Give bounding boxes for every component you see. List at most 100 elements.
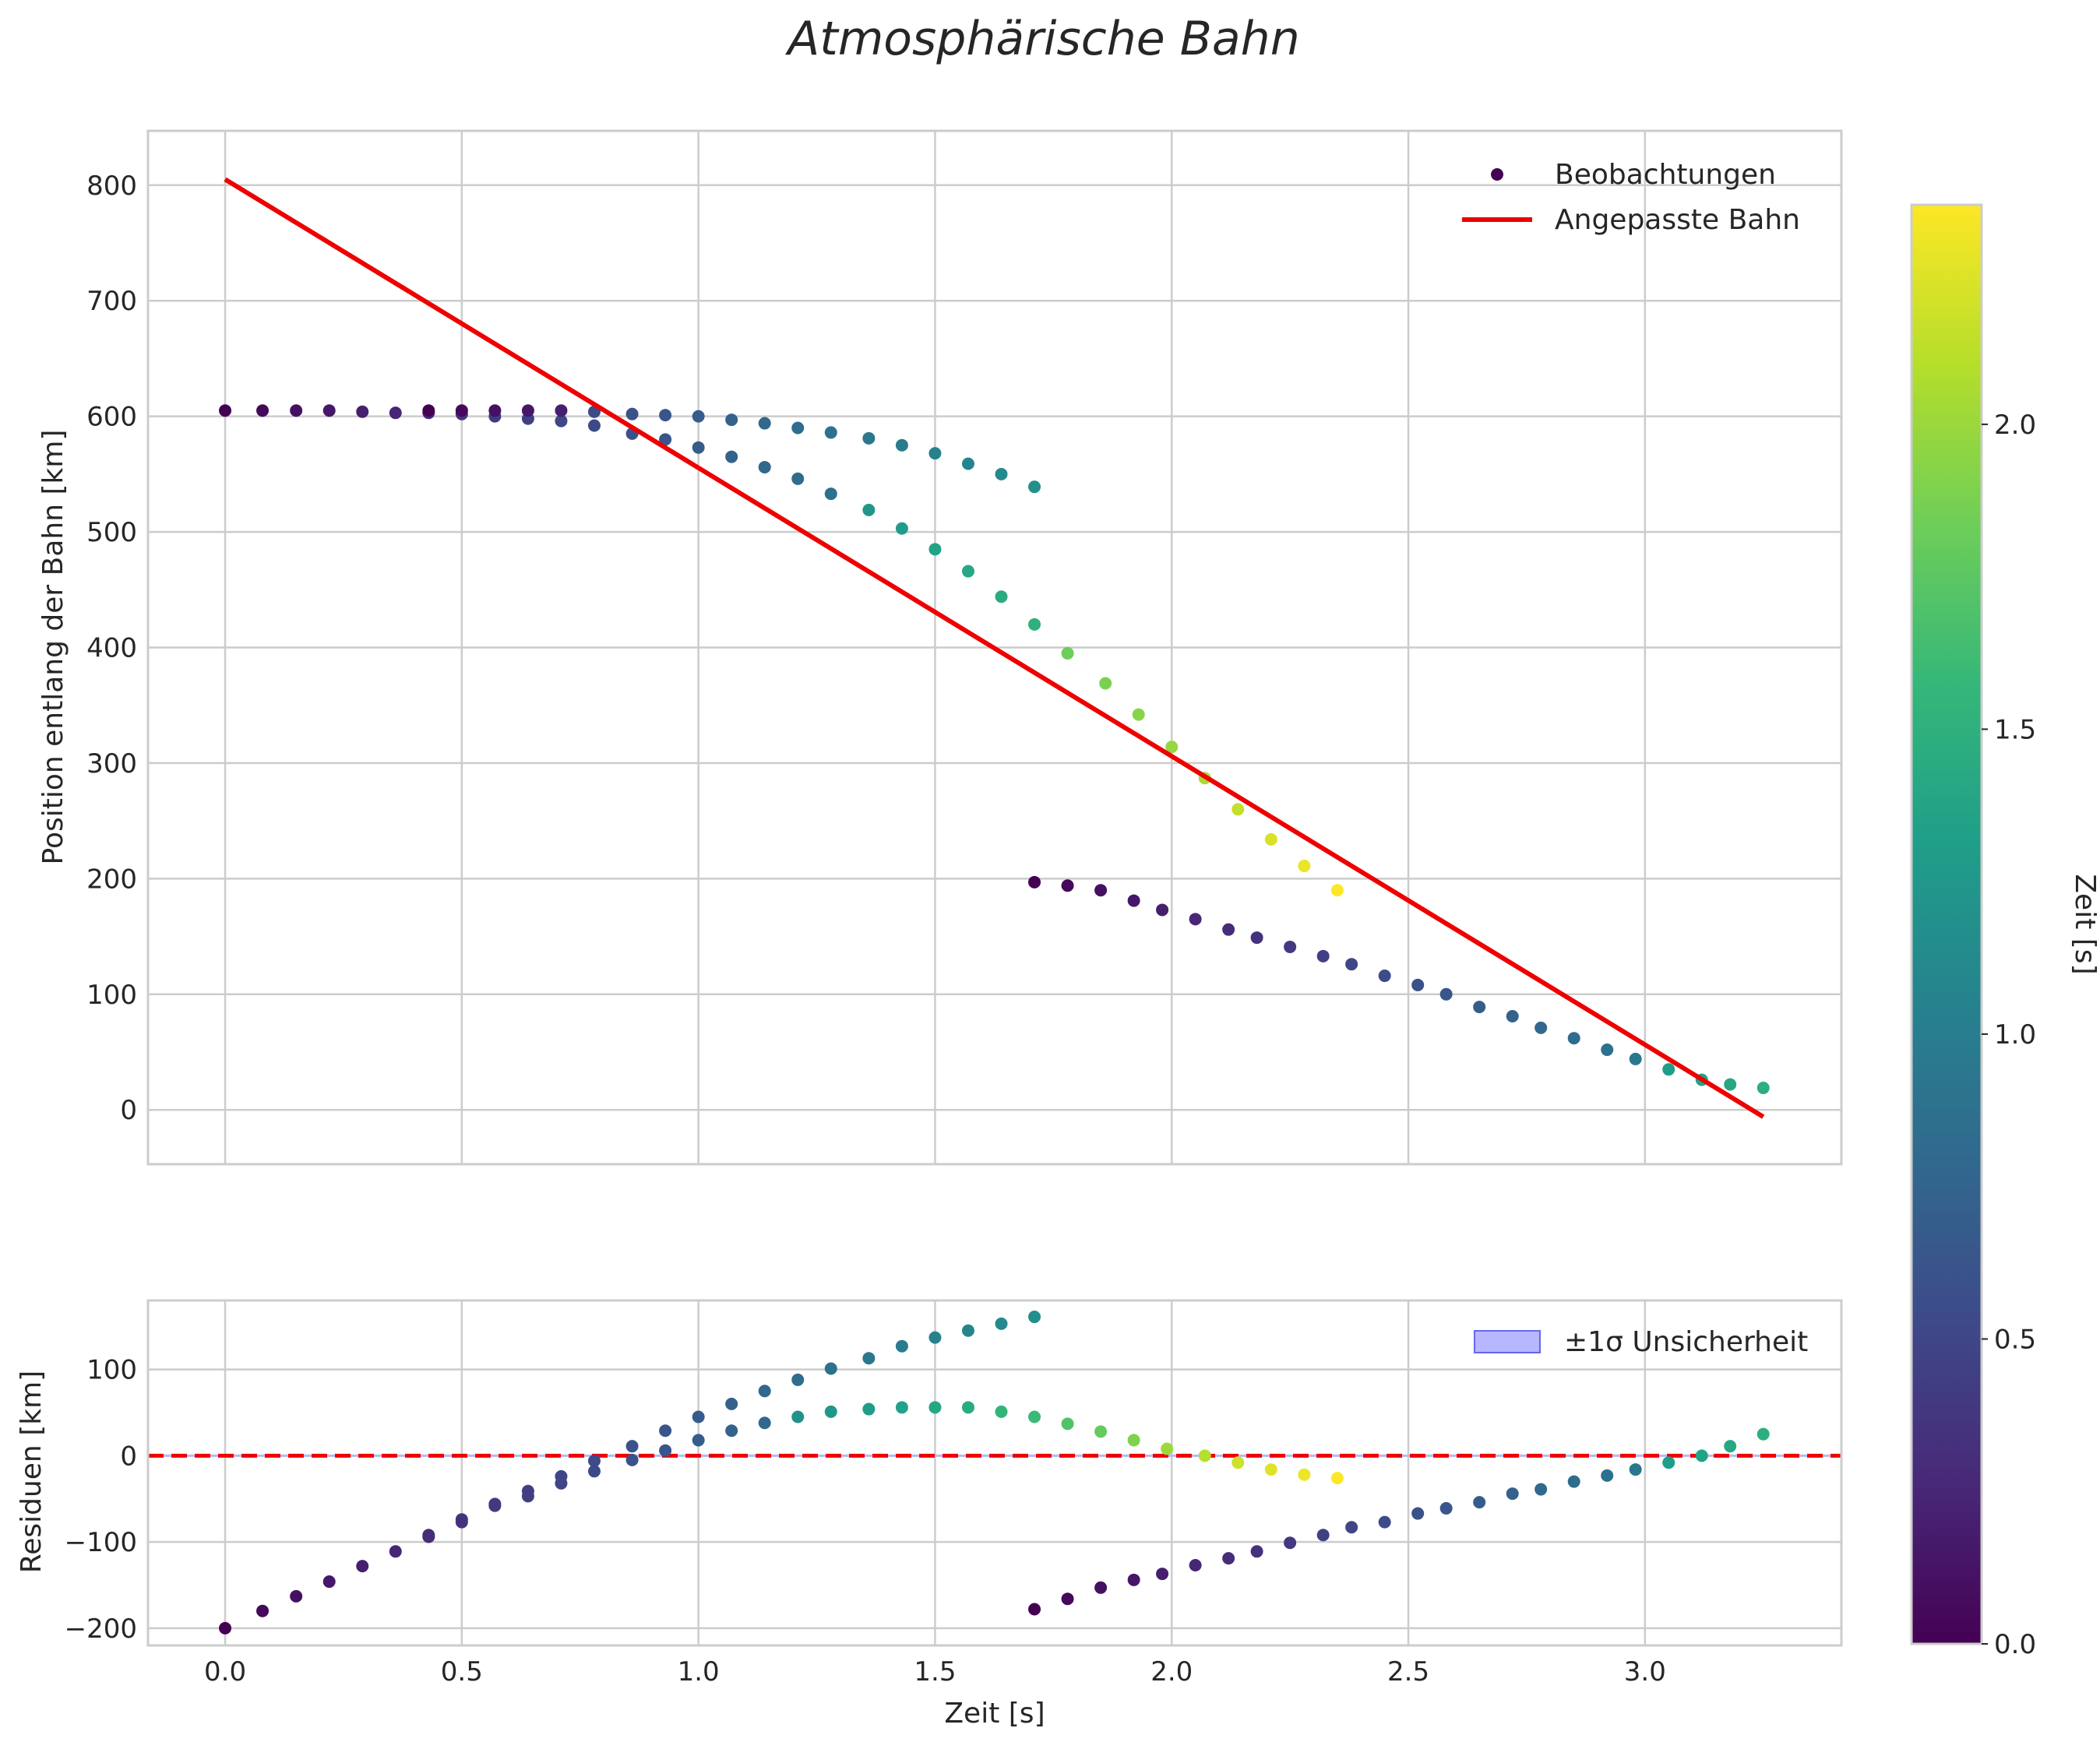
residual-point xyxy=(1061,1592,1074,1606)
residual-point xyxy=(1028,1603,1041,1616)
top-legend: Beobachtungen Angepasste Bahn xyxy=(1462,159,1800,236)
residual-point xyxy=(625,1440,639,1453)
observation-point xyxy=(824,426,837,439)
observation-point xyxy=(791,472,805,485)
residual-point xyxy=(791,1410,805,1423)
residual-point xyxy=(587,1465,601,1478)
residual-point xyxy=(1250,1545,1263,1558)
residual-point xyxy=(1601,1469,1614,1482)
residual-point xyxy=(1094,1425,1108,1438)
residual-point xyxy=(219,1621,232,1635)
residual-point xyxy=(1298,1468,1311,1481)
observation-point xyxy=(1222,923,1235,936)
bottom-y-tick-labels: 100 0 −100 −200 xyxy=(65,1355,137,1645)
bottom-legend: ±1σ Unsicherheit xyxy=(1474,1326,1808,1358)
top-y-tick-label: 0 xyxy=(120,1095,137,1126)
observation-point xyxy=(928,543,942,556)
chart-title: Atmosphärische Bahn xyxy=(784,12,1299,66)
residual-point xyxy=(862,1352,876,1365)
top-frame xyxy=(146,129,1843,1166)
observation-point xyxy=(961,457,974,470)
observation-point xyxy=(895,522,908,535)
observation-point xyxy=(961,565,974,578)
observation-point xyxy=(219,404,232,417)
x-tick-label: 3.0 xyxy=(1624,1656,1666,1687)
residual-point xyxy=(1534,1483,1548,1496)
residual-point xyxy=(659,1424,672,1438)
residual-point xyxy=(1094,1581,1108,1594)
colorbar-tick-labels: 0.0 0.5 1.0 1.5 2.0 xyxy=(1982,410,2036,1660)
fitted-path-line xyxy=(224,177,1765,1119)
observation-point xyxy=(1411,978,1425,991)
observation-point xyxy=(1127,894,1140,907)
bottom-panel: 100 0 −100 −200 0.0 0.5 1.0 1.5 2.0 2.5 3.0 Resid… xyxy=(16,1299,1843,1730)
residual-point xyxy=(322,1575,336,1589)
residual-point xyxy=(895,1339,908,1353)
residual-point xyxy=(995,1405,1008,1418)
observation-point xyxy=(322,404,336,417)
residual-point xyxy=(488,1497,502,1511)
observation-point xyxy=(1629,1052,1642,1065)
residual-point xyxy=(1189,1559,1202,1572)
observation-point xyxy=(692,410,705,423)
residual-point xyxy=(961,1324,974,1337)
x-tick-label: 1.5 xyxy=(914,1656,956,1687)
residual-point xyxy=(521,1490,534,1503)
top-grid xyxy=(148,131,1841,1164)
residual-point xyxy=(1567,1475,1580,1488)
legend-label-fitted-path: Angepasste Bahn xyxy=(1555,204,1800,236)
observation-point xyxy=(625,407,639,421)
observation-point xyxy=(1567,1032,1580,1045)
colorbar-tick-label: 2.0 xyxy=(1994,410,2036,441)
residual-point xyxy=(824,1405,837,1418)
observation-point xyxy=(422,404,435,417)
top-y-tick-label: 400 xyxy=(86,633,137,664)
observation-point xyxy=(758,417,771,430)
observation-point xyxy=(758,460,771,473)
observation-point xyxy=(356,405,369,418)
observation-point xyxy=(290,404,303,417)
residual-point xyxy=(290,1589,303,1603)
observation-point xyxy=(995,467,1008,480)
residual-point xyxy=(1378,1515,1391,1529)
colorbar-tick-label: 0.0 xyxy=(1994,1629,2036,1660)
residual-point xyxy=(1506,1487,1519,1501)
residual-point xyxy=(1028,1410,1041,1423)
observation-point xyxy=(1316,949,1330,962)
legend-label-observations: Beobachtungen xyxy=(1555,159,1776,191)
residual-point xyxy=(1028,1311,1041,1324)
observation-point xyxy=(1298,860,1311,873)
top-plot-area xyxy=(219,177,1770,1119)
residual-point xyxy=(1127,1573,1140,1586)
residual-point xyxy=(758,1385,771,1398)
observation-point xyxy=(725,413,738,427)
observation-point xyxy=(1028,480,1041,494)
residual-point xyxy=(791,1373,805,1386)
observation-point xyxy=(1662,1063,1675,1076)
observation-point xyxy=(791,421,805,435)
top-y-axis-label: Position entlang der Bahn [km] xyxy=(37,430,69,865)
observation-point xyxy=(659,409,672,422)
top-y-tick-label: 300 xyxy=(86,748,137,779)
colorbar-label: Zeit [s] xyxy=(2069,874,2100,974)
residual-point xyxy=(1345,1521,1358,1534)
top-y-tick-label: 500 xyxy=(86,517,137,548)
colorbar: 0.0 0.5 1.0 1.5 2.0 Zeit [s] xyxy=(1910,203,2100,1660)
residual-point xyxy=(928,1331,942,1344)
x-tick-label: 0.0 xyxy=(204,1656,246,1687)
observation-point xyxy=(488,404,502,417)
residual-point xyxy=(928,1401,942,1414)
bottom-frame xyxy=(146,1299,1843,1647)
observation-point xyxy=(1284,940,1297,953)
bottom-plot-area xyxy=(148,1311,1841,1635)
colorbar-tick-label: 0.5 xyxy=(1994,1324,2036,1355)
observation-point xyxy=(1378,970,1391,983)
observation-point xyxy=(1061,879,1074,892)
observation-point xyxy=(862,503,876,516)
residual-point xyxy=(1695,1449,1708,1462)
residual-point xyxy=(1756,1427,1770,1441)
bottom-y-tick-label: 100 xyxy=(86,1355,137,1386)
bottom-y-tick-label: −200 xyxy=(65,1614,137,1645)
top-y-tick-label: 600 xyxy=(86,402,137,433)
